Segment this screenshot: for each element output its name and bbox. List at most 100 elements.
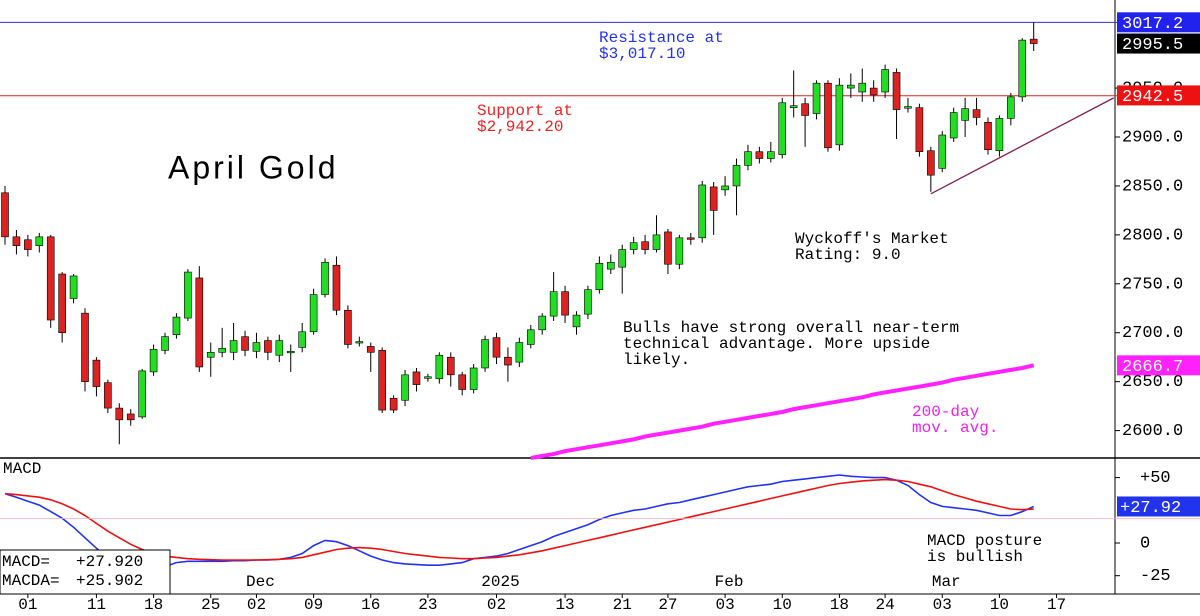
candle-body	[115, 407, 124, 421]
y-tick-label: +50	[1140, 469, 1171, 488]
candle-body	[698, 184, 707, 239]
candle-body	[241, 336, 249, 351]
candle-body	[584, 289, 592, 315]
candle-body	[492, 337, 501, 358]
candle-body	[1, 192, 9, 238]
candle-body	[149, 349, 158, 373]
candle-body	[286, 351, 295, 354]
candle-body	[515, 342, 524, 363]
price-marker-label: 3017.2	[1122, 15, 1183, 34]
candle-body	[526, 329, 535, 345]
candle-body	[538, 315, 547, 331]
candle-body	[869, 87, 878, 96]
y-tick-label: 2650.0	[1122, 373, 1183, 392]
annotation: Rating: 9.0	[795, 246, 901, 264]
candle-body	[92, 359, 101, 387]
month-label: 2025	[481, 573, 519, 591]
x-tick-label: 17	[1047, 596, 1066, 614]
candle-body	[561, 291, 569, 316]
annotation: $2,942.20	[477, 118, 563, 136]
candle-body	[835, 84, 844, 146]
y-tick-label: 0	[1140, 534, 1150, 553]
candle-body	[709, 186, 718, 211]
candle-body	[744, 151, 752, 166]
candle-body	[1007, 96, 1015, 119]
x-tick-label: 02	[247, 596, 266, 614]
candle-body	[995, 118, 1004, 152]
candle-body	[858, 82, 867, 93]
candle-body	[549, 291, 558, 317]
candle-body	[309, 294, 318, 333]
price-marker	[1117, 355, 1200, 376]
macd-marker-label: +27.92	[1120, 499, 1181, 518]
candle-body	[366, 346, 375, 353]
candle-body	[927, 150, 935, 176]
macd-marker	[1117, 496, 1200, 517]
candle-body	[252, 342, 261, 352]
candle-body	[641, 241, 649, 250]
annotation: MACD posture	[927, 532, 1042, 550]
candle-body	[81, 312, 89, 382]
candle-body	[664, 231, 672, 265]
candle-body	[435, 354, 444, 380]
annotation: mov. avg.	[912, 419, 998, 437]
candle-body	[572, 314, 581, 328]
x-tick-label: 21	[613, 596, 632, 614]
x-tick-label: 27	[658, 596, 677, 614]
candle-body	[732, 165, 741, 187]
candle-body	[126, 413, 135, 421]
candle-body	[172, 316, 181, 335]
readout-value: +27.920	[76, 553, 143, 571]
candle-body	[938, 134, 947, 169]
x-tick-label: 03	[715, 596, 734, 614]
annotation: likely.	[623, 351, 690, 369]
candle-body	[686, 237, 695, 240]
candle-body	[949, 112, 958, 139]
annotation: Resistance at	[599, 29, 724, 47]
readout-name: MACDA=	[2, 572, 60, 590]
candle-body	[789, 105, 798, 108]
x-tick-label: 23	[418, 596, 437, 614]
macd-title: MACD	[3, 460, 41, 478]
candle-body	[629, 242, 638, 250]
month-label: Feb	[715, 573, 744, 591]
readout-box	[0, 549, 171, 595]
candle-body	[767, 151, 775, 159]
price-marker-label: 2995.5	[1122, 36, 1183, 55]
candle-body	[355, 341, 364, 344]
candle-body	[778, 102, 787, 155]
x-tick-label: 02	[487, 596, 506, 614]
price-marker	[1117, 12, 1200, 33]
x-tick-label: 25	[201, 596, 220, 614]
candle-body	[161, 336, 169, 351]
candle-body	[206, 352, 215, 358]
annotation: is bullish	[927, 548, 1023, 566]
candle-body	[104, 382, 112, 409]
candle-body	[218, 348, 226, 353]
candle-body	[755, 151, 764, 159]
x-tick-label: 18	[144, 596, 163, 614]
candle-body	[801, 103, 809, 116]
candle-body	[446, 356, 455, 376]
candle-body	[24, 239, 32, 250]
macd-line	[4, 474, 1035, 578]
price-marker-label: 2666.7	[1122, 358, 1183, 377]
y-tick-label: 2850.0	[1122, 177, 1183, 196]
x-tick-label: 18	[830, 596, 849, 614]
candle-body	[35, 236, 44, 246]
candle-body	[412, 371, 421, 385]
y-tick-label: 2700.0	[1122, 324, 1183, 343]
macd-line	[4, 478, 1034, 561]
candle-body	[46, 236, 55, 321]
candle-body	[721, 185, 729, 191]
x-tick-label: 24	[876, 596, 895, 614]
candle-body	[618, 249, 627, 268]
candle-body	[595, 262, 604, 290]
x-tick-label: 10	[773, 596, 792, 614]
x-tick-label: 09	[304, 596, 323, 614]
candle-body	[389, 398, 398, 411]
x-tick-label: 03	[933, 596, 952, 614]
candle-body	[332, 264, 341, 311]
candle-body	[652, 234, 661, 250]
